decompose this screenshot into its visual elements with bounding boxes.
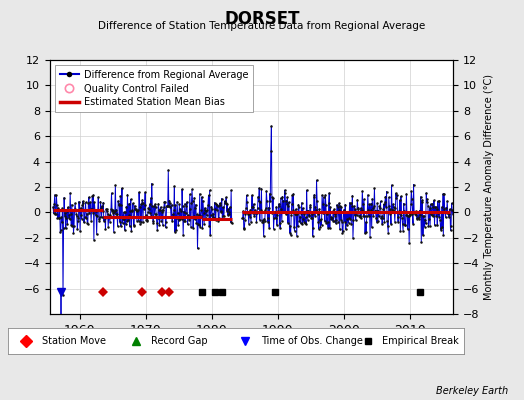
Text: Difference of Station Temperature Data from Regional Average: Difference of Station Temperature Data f… [99,21,425,31]
Y-axis label: Monthly Temperature Anomaly Difference (°C): Monthly Temperature Anomaly Difference (… [484,74,494,300]
Text: Empirical Break: Empirical Break [381,336,458,346]
Text: Station Move: Station Move [42,336,106,346]
Text: Record Gap: Record Gap [151,336,208,346]
Text: Time of Obs. Change: Time of Obs. Change [261,336,363,346]
Legend: Difference from Regional Average, Quality Control Failed, Estimated Station Mean: Difference from Regional Average, Qualit… [54,65,253,112]
Text: DORSET: DORSET [224,10,300,28]
Text: Berkeley Earth: Berkeley Earth [436,386,508,396]
